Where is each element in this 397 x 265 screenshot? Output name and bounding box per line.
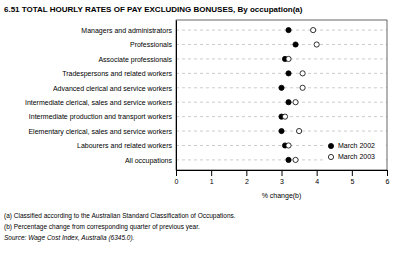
grid-line [176,30,387,31]
x-axis-line [177,171,388,177]
y-tick: Tradespersons and related workers [62,70,176,78]
legend-marker [328,154,333,159]
x-tick-mark [211,170,212,176]
x-tick: 4 [315,170,319,185]
dot [279,85,284,90]
dot [286,100,291,105]
dot [286,71,291,76]
dot [286,56,291,61]
dot [279,128,284,133]
series [282,27,319,162]
dot [314,42,319,47]
dot [300,71,305,76]
category-label: Labourers and related workers [77,142,172,149]
y-tick: Advanced clerical and service workers [53,85,176,92]
dot [300,85,305,90]
legend-marker [328,143,333,148]
legend-label: March 2002 [338,142,375,149]
x-tick-mark [387,170,388,176]
legend-label: March 2003 [338,153,375,160]
x-tick-label: 6 [386,178,390,185]
y-axis: All occupations Labourers and related wor… [25,21,177,171]
category-label: Managers and administrators [81,27,172,35]
x-tick-label: 4 [315,178,319,185]
x-tick-label: 0 [175,178,179,185]
x-tick: 3 [280,170,284,185]
category-label: Associate professionals [98,56,172,64]
x-tick: 6 [386,170,390,185]
dot [311,27,316,32]
y-tick: Professionals [130,41,176,48]
chart: 6.51 TOTAL HOURLY RATES OF PAY EXCLUDING… [0,0,397,265]
dot [286,143,291,148]
y-tick: Labourers and related workers [77,142,176,149]
y-axis-line [176,21,177,171]
grid-line [176,44,387,45]
points [279,27,319,162]
category-label: Professionals [130,41,173,48]
category-label: Advanced clerical and service workers [53,85,173,92]
x-tick: 0 [175,170,179,185]
dot [286,27,291,32]
x-tick-mark [282,170,283,176]
y-tick: All occupations [125,157,176,165]
title: 6.51 TOTAL HOURLY RATES OF PAY EXCLUDING… [4,5,303,14]
x-tick-label: 1 [210,178,214,185]
plot-frame [176,20,387,170]
x-tick-mark [352,170,353,176]
x-tick-label: 3 [280,178,284,185]
x-axis: 0 1 2 3 4 5 6 [175,170,390,185]
y-tick: Elementary clerical, sales and service w… [28,128,176,136]
y-tick: Associate professionals [98,56,176,64]
grid-line [176,102,387,103]
footnotes: (a) Classified according to the Australi… [4,212,236,242]
legend-box [325,137,383,166]
grid-line [176,73,387,74]
footnote: (a) Classified according to the Australi… [4,212,236,220]
category-label: Elementary clerical, sales and service w… [28,128,172,136]
y-tick: Managers and administrators [81,27,176,35]
plot: 0 1 2 3 4 5 6 % change(b) All occupations Laboure… [25,20,390,200]
x-tick: 1 [210,170,214,185]
dot [293,157,298,162]
category-label: Intermediate clerical, sales and service… [25,99,173,106]
x-tick-mark [246,170,247,176]
series [279,27,298,162]
x-tick: 5 [350,170,354,185]
y-tick: Intermediate production and transport wo… [29,113,176,121]
dot [293,100,298,105]
category-label: Tradespersons and related workers [62,70,172,78]
x-tick: 2 [245,170,249,185]
x-tick-label: 2 [245,178,249,185]
x-tick-mark [176,170,177,176]
dot [286,157,291,162]
x-axis-title: % change(b) [262,192,302,200]
x-tick-mark [317,170,318,176]
category-label: Intermediate production and transport wo… [29,113,173,121]
grid-line [176,58,387,59]
y-tick: Intermediate clerical, sales and service… [25,99,176,106]
footnote: (b) Percentage change from corresponding… [4,223,200,231]
legend: March 2002 March 2003 [325,137,383,166]
dot [282,114,287,119]
dot [296,128,301,133]
footnote: Source: Wage Cost Index, Australia (6345… [4,234,135,242]
category-label: All occupations [125,157,173,165]
dot [293,42,298,47]
x-tick-label: 5 [350,178,354,185]
